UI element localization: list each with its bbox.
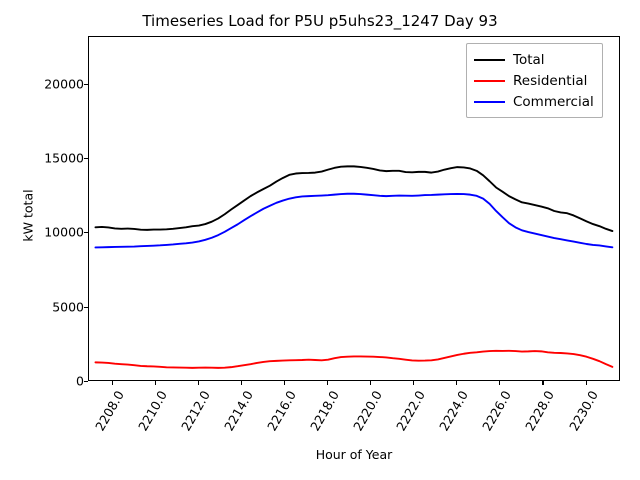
x-tick-mark: [413, 381, 415, 385]
legend-item[interactable]: Residential: [474, 70, 594, 91]
legend-swatch-icon: [474, 58, 505, 61]
y-tick-mark: [84, 232, 88, 234]
x-tick-mark: [370, 381, 372, 385]
y-tick-label: 5000: [52, 299, 84, 315]
legend-item[interactable]: Commercial: [474, 91, 594, 112]
x-axis-label: Hour of Year: [315, 447, 393, 462]
x-tick-mark: [327, 381, 329, 385]
legend-item[interactable]: Total: [474, 49, 594, 70]
y-tick-label: 15000: [44, 150, 84, 166]
y-axis-label: kW total: [20, 189, 36, 242]
y-tick-mark: [84, 83, 88, 85]
x-tick-mark: [240, 381, 243, 385]
x-tick-mark: [456, 381, 458, 385]
y-tick-label: 20000: [44, 76, 84, 92]
x-tick-mark: [111, 381, 113, 385]
x-tick-mark: [585, 381, 587, 385]
series-line: [94, 349, 614, 369]
x-tick-mark: [499, 381, 501, 385]
legend-item-label: Total: [513, 51, 545, 68]
x-tick-mark: [542, 381, 544, 385]
legend-item-label: Residential: [513, 72, 588, 89]
series-canvas: [94, 165, 614, 369]
y-tick-mark: [84, 157, 88, 160]
legend-swatch-icon: [474, 100, 505, 103]
x-tick-mark: [154, 381, 156, 385]
y-axis-label-container: kW total: [0, 0, 40, 480]
chart-legend: Total Residential Commercial: [466, 43, 603, 118]
y-tick-mark: [84, 381, 88, 383]
x-tick-mark: [284, 381, 286, 385]
y-tick-label: 10000: [44, 224, 84, 240]
y-tick-label: 0: [76, 373, 84, 389]
legend-swatch-icon: [474, 79, 505, 82]
series-line: [94, 165, 614, 233]
x-tick-mark: [197, 381, 199, 385]
y-tick-mark: [84, 306, 88, 308]
chart-title: Timeseries Load for P5U p5uhs23_1247 Day…: [142, 12, 498, 30]
series-line: [94, 192, 614, 249]
legend-item-label: Commercial: [513, 93, 594, 110]
